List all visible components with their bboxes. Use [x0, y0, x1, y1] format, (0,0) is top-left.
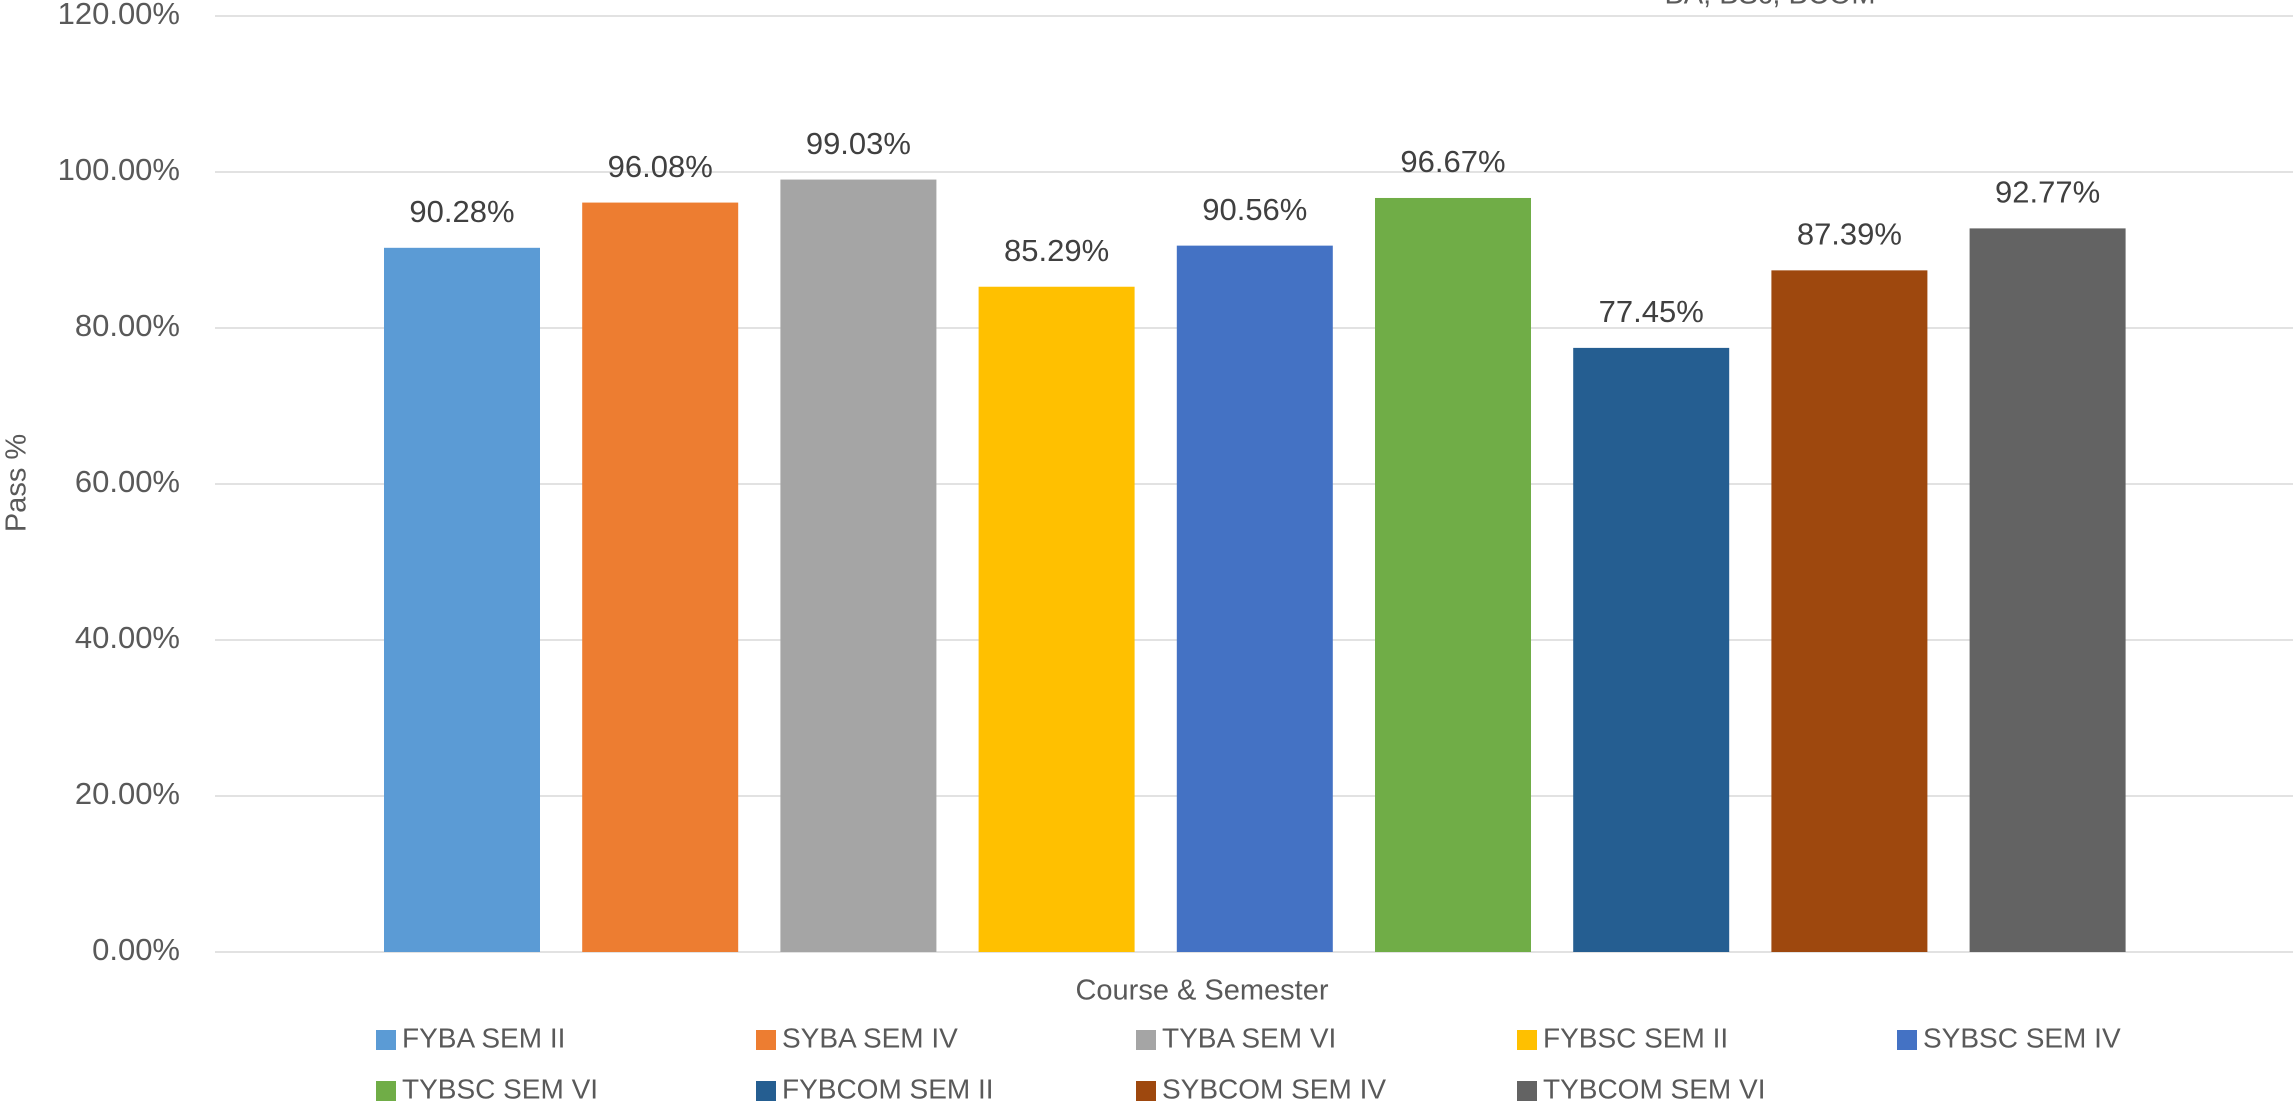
chart-title: BA, BSc, BCOM — [1664, 0, 1875, 11]
y-tick-label: 120.00% — [58, 0, 180, 31]
bar — [384, 247, 540, 953]
legend-label: TYBSC SEM VI — [402, 1073, 598, 1104]
legend-swatch — [1897, 1030, 1917, 1050]
y-axis-label: Pass % — [1, 434, 33, 532]
y-tick-label: 60.00% — [75, 464, 180, 499]
value-label: 77.45% — [1599, 294, 1704, 329]
bar — [1771, 270, 1928, 952]
bar — [582, 202, 739, 953]
legend-label: SYBCOM SEM IV — [1162, 1073, 1386, 1104]
bar — [1573, 347, 1730, 952]
value-label: 90.28% — [409, 194, 514, 229]
legend-label: FYBA SEM II — [402, 1022, 565, 1053]
bar — [780, 179, 937, 953]
legend-swatch — [1517, 1030, 1537, 1050]
value-label: 87.39% — [1797, 217, 1902, 252]
value-label: 96.08% — [608, 149, 713, 184]
legend-swatch — [1136, 1030, 1156, 1050]
legend-swatch — [376, 1081, 396, 1101]
legend-label: SYBSC SEM IV — [1923, 1022, 2121, 1053]
legend-swatch — [1136, 1081, 1156, 1101]
bar — [978, 286, 1135, 952]
legend-swatch — [756, 1081, 776, 1101]
bar — [1969, 228, 2126, 953]
value-label: 92.77% — [1995, 175, 2100, 210]
value-label: 85.29% — [1004, 233, 1109, 268]
legend-label: FYBCOM SEM II — [782, 1073, 994, 1104]
value-label: 96.67% — [1400, 144, 1505, 179]
y-tick-label: 40.00% — [75, 620, 180, 655]
x-axis-label: Course & Semester — [1075, 975, 1328, 1007]
legend-label: TYBA SEM VI — [1162, 1022, 1336, 1053]
bar — [1176, 245, 1333, 952]
legend-label: SYBA SEM IV — [782, 1022, 958, 1053]
legend-label: FYBSC SEM II — [1543, 1022, 1728, 1053]
legend-swatch — [376, 1030, 396, 1050]
legend-label: TYBCOM SEM VI — [1543, 1073, 1765, 1104]
y-tick-label: 80.00% — [75, 308, 180, 343]
y-tick-label: 0.00% — [92, 932, 180, 967]
y-tick-label: 100.00% — [58, 152, 180, 187]
legend-swatch — [756, 1030, 776, 1050]
y-tick-label: 20.00% — [75, 776, 180, 811]
value-label: 99.03% — [806, 126, 911, 161]
value-label: 90.56% — [1202, 192, 1307, 227]
bar — [1375, 197, 1531, 952]
legend-swatch — [1517, 1081, 1537, 1101]
